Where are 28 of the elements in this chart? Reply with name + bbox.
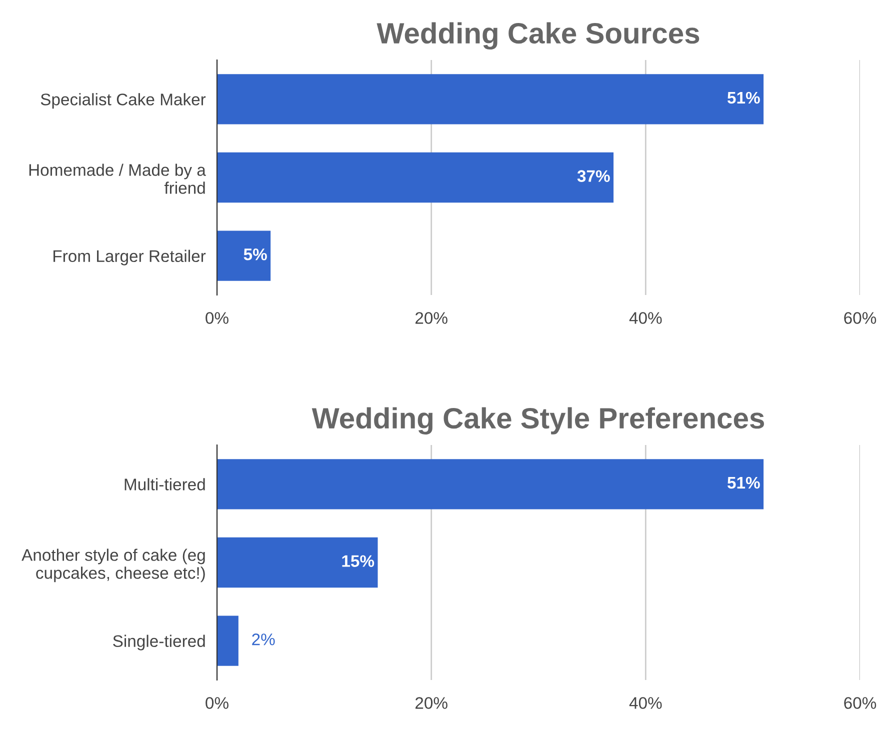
data-label: 5% [244,248,267,260]
data-label: 2% [252,634,275,646]
y-tick-label: Another style of cake (eg cupcakes, cheese etc!) [22,548,205,582]
data-label: 37% [577,170,610,182]
y-tick-label: Single-tiered [113,634,205,650]
y-tick-label: From Larger Retailer [54,250,206,266]
bar [217,74,764,124]
bar [217,459,764,510]
data-label: 15% [342,555,374,567]
bar [217,616,238,666]
bar [217,230,271,281]
x-tick-label: 40% [629,312,662,324]
x-tick-label: 60% [844,312,876,324]
chart-title: Wedding Cake Sources [376,22,700,50]
data-label: 51% [727,476,760,489]
x-tick-label: 20% [415,697,448,709]
bar [217,152,614,203]
x-tick-label: 0% [206,312,228,324]
x-tick-label: 60% [844,697,876,709]
chart-title: Wedding Cake Style Preferences [312,407,764,435]
bar [217,537,378,588]
x-tick-label: 40% [629,697,662,709]
data-label: 51% [727,92,760,104]
x-tick-label: 20% [415,312,448,324]
y-tick-label: Homemade / Made by a friend [29,164,206,194]
x-tick-label: 0% [206,697,228,709]
y-tick-label: Multi-tiered [124,478,205,490]
y-tick-label: Specialist Cake Maker [40,93,206,109]
